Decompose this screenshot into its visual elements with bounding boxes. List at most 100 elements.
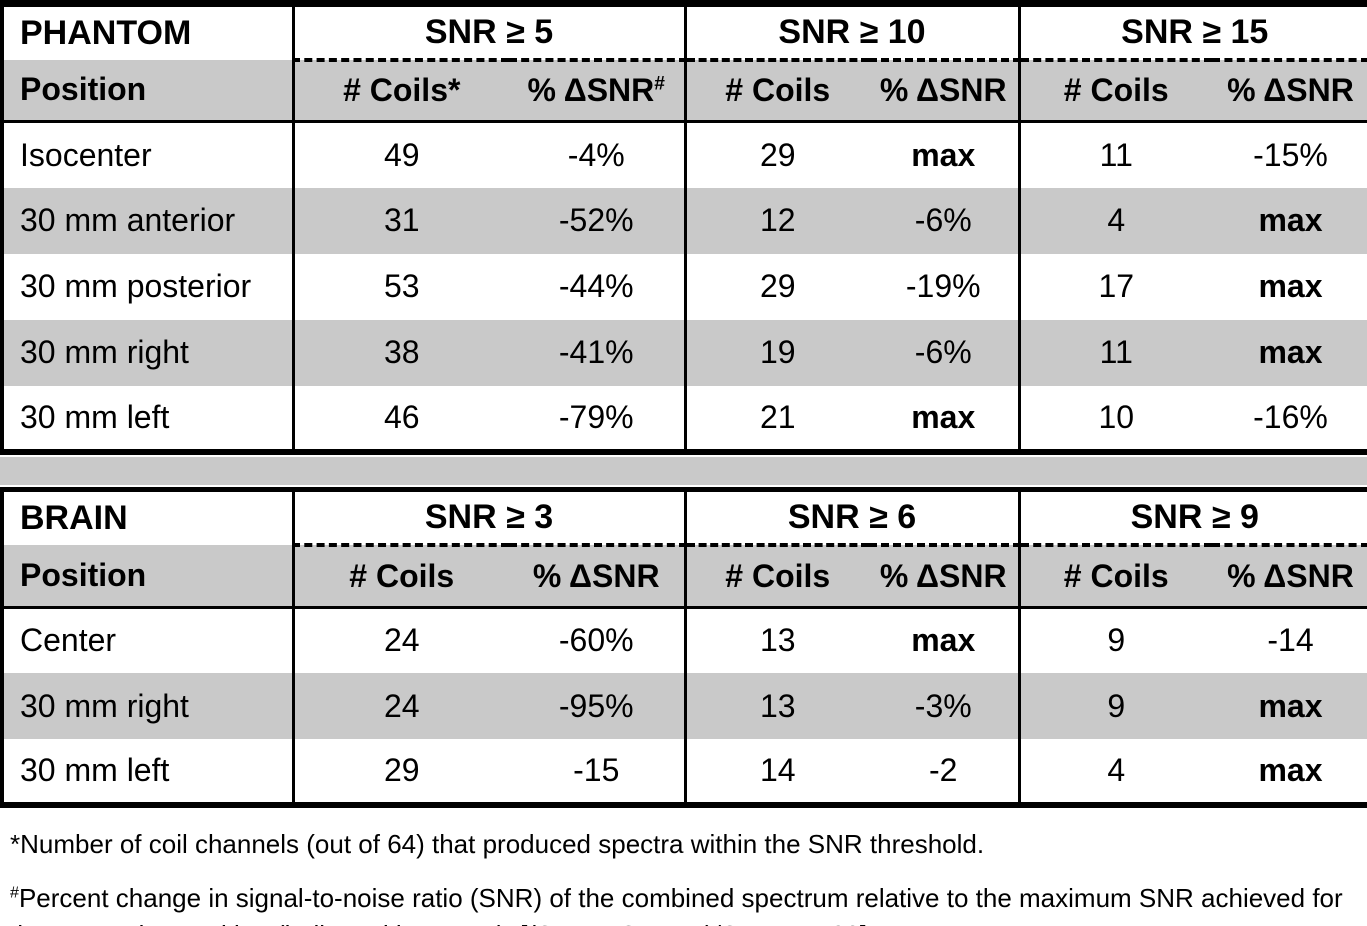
coils-subheader-text: # Coils: [1063, 557, 1169, 594]
value-cell: 13: [683, 673, 869, 739]
brain-snr9-header: SNR ≥ 9: [1017, 489, 1367, 547]
value-cell: -6%: [914, 334, 972, 370]
table-row: Isocenter 49 -4% 29 max 11 -15%: [2, 121, 1367, 188]
phantom-group-label: PHANTOM: [2, 3, 293, 60]
position-cell: 30 mm left: [20, 752, 170, 788]
value-cell: 38: [291, 319, 509, 386]
value-cell: 12: [683, 187, 869, 254]
footnote-dsnr: #Percent change in signal-to-noise ratio…: [10, 880, 1355, 926]
hash-mark: #: [10, 883, 19, 902]
value-cell: max: [1258, 334, 1323, 370]
coils-subheader: # Coils: [1017, 545, 1212, 609]
table-separator-band: [0, 456, 1367, 485]
table-row: 30 mm right 38 -41% 19 -6% 11 max: [2, 319, 1367, 386]
value-cell: 11: [1017, 121, 1212, 188]
value-cell: -4%: [567, 136, 625, 173]
value-cell: 14: [683, 739, 869, 805]
value-cell: 29: [291, 739, 509, 805]
phantom-threshold-row: PHANTOM SNR ≥ 5 SNR ≥ 10 SNR ≥ 15: [2, 3, 1367, 62]
value-cell: max: [1258, 268, 1323, 304]
position-cell: 30 mm left: [20, 398, 170, 435]
coils-subheader: # Coils*: [291, 59, 509, 123]
value-cell: 19: [683, 319, 869, 386]
footnote-text: Percent change in signal-to-noise ratio …: [10, 882, 1343, 926]
dsnr-subheader: % ΔSNR: [509, 545, 685, 609]
phantom-snr10-header: SNR ≥ 10: [683, 3, 1019, 62]
dsnr-subheader-text: % ΔSNR: [879, 72, 1007, 109]
value-cell: -15: [573, 752, 620, 788]
dsnr-subheader: % ΔSNR: [869, 545, 1019, 609]
asterisk-mark: *: [10, 829, 21, 859]
value-cell: max: [911, 622, 976, 659]
value-cell: max: [1258, 752, 1323, 788]
value-cell: -79%: [558, 398, 634, 435]
value-cell: 17: [1017, 253, 1212, 320]
table-row: 30 mm right 24 -95% 13 -3% 9 max: [2, 673, 1367, 739]
dsnr-subheader-text: % ΔSNR: [527, 72, 655, 109]
value-cell: 31: [291, 187, 509, 254]
value-cell: 10: [1017, 385, 1212, 452]
coils-subheader-text: # Coils: [725, 72, 831, 109]
position-cell: 30 mm posterior: [20, 268, 252, 304]
coils-subheader-text: # Coils: [349, 557, 455, 594]
phantom-snr15-header: SNR ≥ 15: [1017, 3, 1367, 62]
brain-position-label: Position: [2, 545, 293, 609]
dsnr-subheader: % ΔSNR: [1212, 59, 1367, 123]
value-cell: 21: [683, 385, 869, 452]
asterisk-mark: *: [447, 72, 461, 109]
value-cell: max: [911, 398, 976, 435]
coils-subheader: # Coils: [1017, 59, 1212, 123]
table-row: 30 mm left 29 -15 14 -2 4 max: [2, 739, 1367, 805]
table-row: 30 mm anterior 31 -52% 12 -6% 4 max: [2, 187, 1367, 254]
value-cell: -44%: [558, 268, 634, 304]
dsnr-subheader-text: % ΔSNR: [1227, 72, 1354, 109]
phantom-subheader-row: Position # Coils* % ΔSNR# # Coils % ΔSNR…: [2, 59, 1367, 123]
footnote-text: Number of coil channels (out of 64) that…: [20, 829, 985, 859]
position-cell: 30 mm anterior: [20, 202, 236, 238]
table-row: 30 mm posterior 53 -44% 29 -19% 17 max: [2, 253, 1367, 320]
value-cell: 11: [1017, 319, 1212, 386]
value-cell: max: [1258, 687, 1323, 724]
footnote-coils: *Number of coil channels (out of 64) tha…: [10, 826, 1355, 864]
phantom-table: PHANTOM SNR ≥ 5 SNR ≥ 10 SNR ≥ 15 Positi…: [0, 0, 1367, 455]
dsnr-subheader: % ΔSNR: [1212, 545, 1367, 609]
value-cell: -2: [929, 752, 958, 788]
table-row: 30 mm left 46 -79% 21 max 10 -16%: [2, 385, 1367, 452]
value-cell: 4: [1017, 739, 1212, 805]
value-cell: 53: [291, 253, 509, 320]
value-cell: 49: [291, 121, 509, 188]
dsnr-subheader-text: % ΔSNR: [879, 557, 1007, 594]
value-cell: -3%: [914, 687, 972, 724]
value-cell: 4: [1017, 187, 1212, 254]
value-cell: -14: [1267, 622, 1314, 659]
coils-subheader-text: # Coils: [343, 72, 448, 109]
value-cell: 24: [291, 673, 509, 739]
coils-subheader: # Coils: [683, 59, 869, 123]
value-cell: max: [911, 136, 976, 173]
value-cell: max: [1258, 202, 1323, 238]
value-cell: -52%: [558, 202, 634, 238]
dsnr-subheader-text: % ΔSNR: [1227, 557, 1354, 594]
footnote-text: )/SNR: [705, 920, 776, 926]
brain-snr6-header: SNR ≥ 6: [683, 489, 1019, 547]
dsnr-subheader: % ΔSNR: [869, 59, 1019, 123]
coils-subheader-text: # Coils: [725, 557, 831, 594]
position-cell: 30 mm right: [20, 334, 189, 370]
footnotes: *Number of coil channels (out of 64) tha…: [0, 808, 1367, 926]
brain-threshold-row: BRAIN SNR ≥ 3 SNR ≥ 6 SNR ≥ 9: [2, 489, 1367, 547]
value-cell: 46: [291, 385, 509, 452]
position-cell: Isocenter: [20, 136, 152, 173]
phantom-snr5-header: SNR ≥ 5: [291, 3, 685, 62]
phantom-position-label: Position: [2, 59, 293, 123]
value-cell: -15%: [1253, 136, 1328, 173]
dsnr-subheader: % ΔSNR#: [509, 59, 685, 123]
table-row: Center 24 -60% 13 max 9 -14: [2, 607, 1367, 673]
value-cell: -19%: [905, 268, 981, 304]
coils-subheader: # Coils: [683, 545, 869, 609]
value-cell: -95%: [558, 687, 634, 724]
value-cell: 29: [683, 253, 869, 320]
value-cell: 9: [1017, 607, 1212, 673]
position-cell: 30 mm right: [20, 687, 189, 724]
value-cell: -6%: [914, 202, 972, 238]
